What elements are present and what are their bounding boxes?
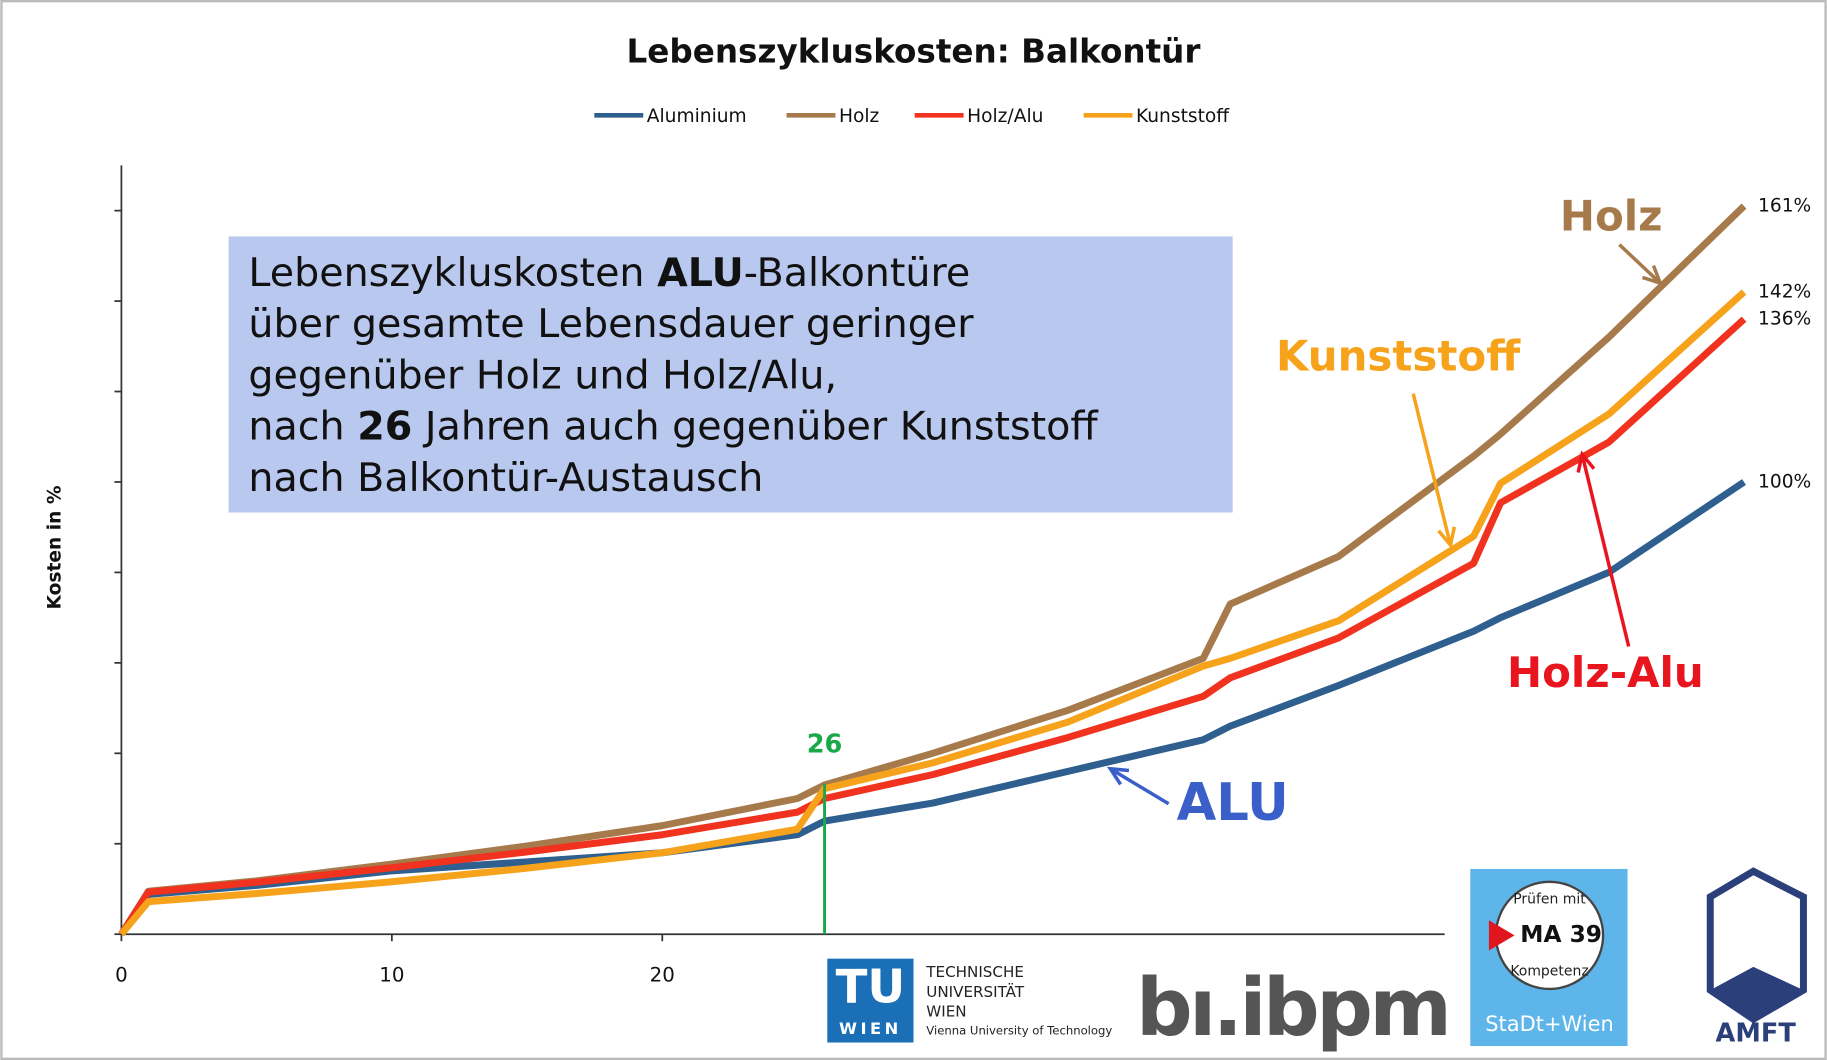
arrow-head: [1106, 766, 1130, 786]
logo-text: bı.ibpm: [1136, 961, 1448, 1054]
logo-text: UNIVERSITÄT: [926, 982, 1025, 1001]
logo-text: TECHNISCHE: [925, 963, 1024, 981]
logo-text: TU: [836, 960, 906, 1014]
box-text: Lebenszykluskosten: [248, 249, 657, 295]
legend-label: Holz/Alu: [967, 106, 1043, 127]
box-text: über gesamte Lebensdauer geringer: [248, 301, 974, 347]
logo-text: StaDt+Wien: [1485, 1012, 1614, 1036]
callout-arrow: [1618, 243, 1662, 285]
arrow-head: [1437, 526, 1457, 550]
end-label: 142%: [1758, 282, 1811, 303]
legend-label: Kunststoff: [1136, 106, 1230, 127]
y-axis-label: Kosten in %: [45, 485, 66, 609]
tu-logo: [827, 958, 914, 1043]
box-line: Lebenszykluskosten ALU-Balkontüre: [248, 249, 970, 295]
end-label: 161%: [1758, 196, 1811, 217]
box-text: -Balkontüre: [744, 249, 971, 295]
logo-text: Kompetenz: [1510, 963, 1588, 979]
box-line: nach Balkontür-Austausch: [248, 454, 763, 500]
x-tick-label: 10: [379, 964, 404, 987]
x-tick-label: 0: [115, 964, 128, 987]
box-line: nach 26 Jahren auch gegenüber Kunststoff: [248, 403, 1099, 449]
ma-arrow: [1488, 920, 1515, 951]
box-line: über gesamte Lebensdauer geringer: [248, 301, 974, 347]
logo-text: WIEN: [839, 1019, 902, 1038]
box-line: gegenüber Holz und Holz/Alu,: [248, 352, 837, 398]
marker-label: 26: [807, 729, 843, 759]
logo-text: Prüfen mit: [1513, 891, 1586, 907]
box-text: Jahren auch gegenüber Kunststoff: [412, 403, 1099, 449]
series-line: [118, 289, 1747, 937]
callout: Holz: [1560, 191, 1663, 240]
box-text: gegenüber Holz und Holz/Alu,: [248, 352, 837, 398]
callout: Kunststoff: [1276, 331, 1521, 380]
callout-arrow: [1109, 767, 1170, 806]
legend-label: Aluminium: [647, 106, 747, 127]
series-line: [118, 316, 1747, 937]
end-label: 136%: [1758, 309, 1811, 330]
end-label: 100%: [1758, 471, 1811, 492]
chart-title: Lebenszykluskosten: Balkontür: [627, 33, 1201, 71]
arrow-head: [1576, 450, 1596, 473]
logo-text: MA 39: [1520, 921, 1602, 948]
arrow-head: [1641, 265, 1664, 286]
callout: ALU: [1177, 773, 1289, 833]
logos: TU WIEN TECHNISCHE UNIVERSITÄT WIEN Vien…: [827, 867, 1807, 1054]
logo-text: AMFT: [1716, 1018, 1797, 1048]
logo-text: Vienna University of Technology: [926, 1023, 1112, 1037]
amft-logo: [1710, 966, 1804, 1020]
logo-text: WIEN: [926, 1003, 966, 1021]
callout-arrow: [1580, 453, 1631, 647]
box-text: 26: [357, 403, 412, 449]
box-text: ALU: [657, 249, 744, 295]
callout: Holz-Alu: [1507, 648, 1704, 697]
box-text: nach: [248, 403, 357, 449]
box-text: nach Balkontür-Austausch: [248, 454, 763, 500]
text-box: [228, 236, 1233, 513]
x-tick-label: 20: [650, 964, 675, 987]
callout-arrow: [1411, 393, 1453, 546]
legend-label: Holz: [839, 106, 879, 127]
